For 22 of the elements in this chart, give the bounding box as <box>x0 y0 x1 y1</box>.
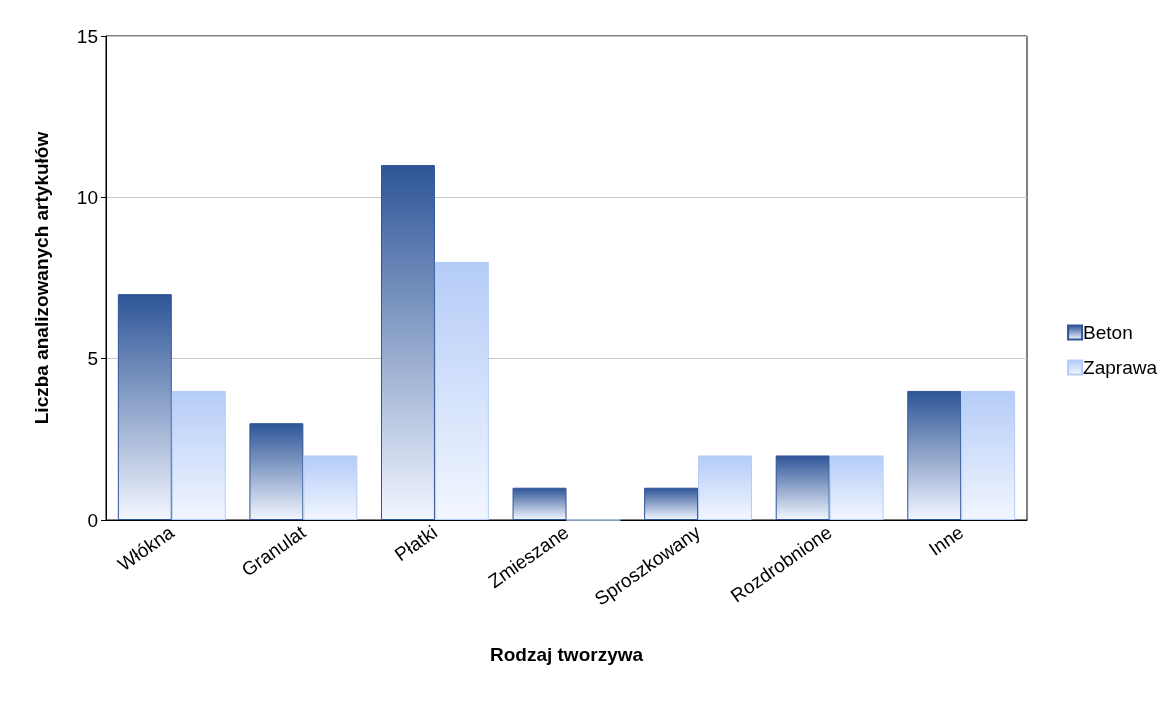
bar <box>512 487 567 520</box>
bar <box>171 390 226 520</box>
bar <box>303 455 358 520</box>
x-axis-title: Rodzaj tworzywa <box>489 644 644 665</box>
bar <box>961 390 1016 520</box>
x-tick-label: Inne <box>924 521 968 560</box>
legend-label: Beton <box>1083 322 1133 343</box>
bar <box>380 165 435 520</box>
bar <box>249 423 304 520</box>
y-tick-label: 0 <box>87 509 98 531</box>
y-tick-label: 15 <box>76 25 98 47</box>
bar <box>775 455 830 520</box>
bar <box>644 487 699 520</box>
y-tick-label: 5 <box>87 348 98 370</box>
bar <box>117 294 172 520</box>
bar <box>907 390 962 520</box>
bar <box>698 455 753 520</box>
y-axis-title: Liczba analizowanych artykułów <box>31 131 52 425</box>
legend-label: Zaprawa <box>1083 357 1158 378</box>
y-tick-label: 10 <box>76 186 98 208</box>
bar <box>434 261 489 520</box>
bar <box>829 455 884 520</box>
